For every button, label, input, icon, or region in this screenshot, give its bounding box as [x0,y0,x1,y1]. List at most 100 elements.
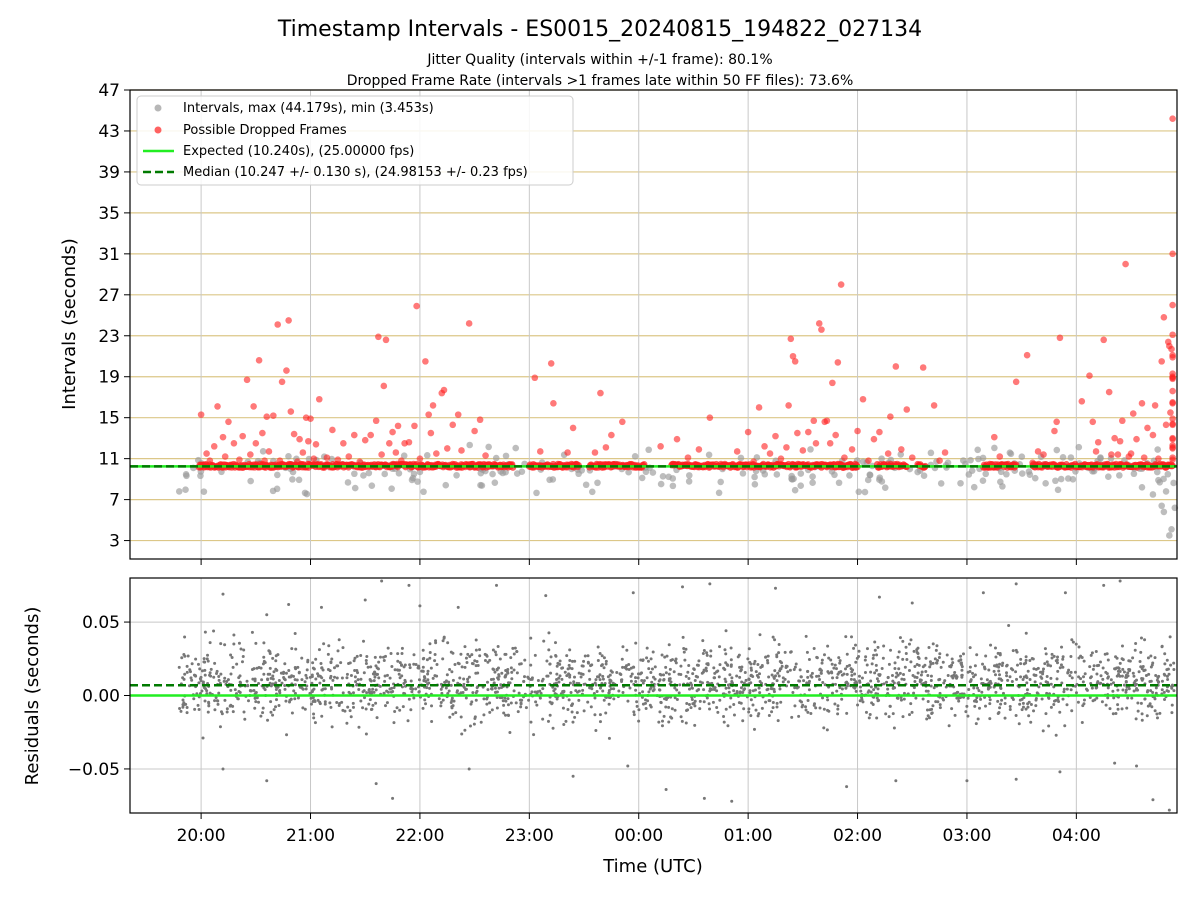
dropped-frame-point [783,444,790,451]
residual-point [701,652,705,656]
residual-point [439,704,443,708]
dropped-frame-point [1029,459,1036,467]
residual-point [1032,667,1036,671]
residual-point [328,701,332,705]
residual-point [408,663,412,667]
residual-point [1026,705,1030,709]
residual-point [1027,714,1031,718]
residual-point [547,631,551,635]
interval-point [1149,491,1157,498]
residual-point [450,696,454,700]
dropped-frame-point [1169,442,1176,449]
residual-point [921,665,925,669]
dropped-frame-point [569,424,577,432]
residual-point [1095,696,1099,700]
residual-point [198,691,202,695]
residual-point [1131,671,1135,675]
residual-point [541,717,545,721]
dropped-frame-point [919,364,927,371]
residual-point [1066,670,1070,674]
residual-point [665,654,669,658]
residual-point [728,673,732,677]
dropped-frame-point [1108,451,1115,458]
dropped-frame-point [250,403,257,410]
interval-point [1054,486,1062,494]
residual-point [468,724,472,728]
dropped-frame-point [270,412,277,419]
residual-point [424,679,428,683]
residual-point [474,638,478,642]
residual-point [478,648,482,652]
interval-point [533,489,540,497]
residual-point [901,639,905,643]
residual-point [945,653,949,657]
residual-point [673,708,677,712]
residual-point [177,665,181,669]
residual-point [835,689,839,693]
residual-point [674,657,678,661]
dropped-frame-point [791,358,799,365]
dropped-frame-point [794,429,801,437]
residual-point [924,656,928,660]
dropped-frame-point [1158,358,1165,365]
residual-point [747,677,751,681]
dropped-frame-point [761,443,768,450]
residual-point [1111,681,1115,685]
residual-point [375,716,379,720]
residual-point [1049,705,1053,709]
residual-point [594,678,598,682]
residual-point [536,678,540,682]
residual-point [802,679,806,683]
residual-point [312,712,316,716]
residual-point [1080,721,1084,725]
dropped-frame-point [263,413,271,420]
residual-point [421,657,425,661]
residual-point [693,678,697,682]
residual-point [506,668,510,672]
residual-outlier-point [1014,582,1018,586]
residual-point [987,668,991,672]
dropped-frame-point [382,336,390,344]
residual-point [567,698,571,702]
residual-point [568,681,572,685]
residual-point [891,712,895,716]
residual-point [1045,674,1049,678]
residual-point [1049,664,1053,668]
dropped-frame-point [294,458,301,466]
residual-point [382,655,386,659]
residual-point [402,665,406,669]
residual-point [653,665,657,669]
residual-point [313,721,317,725]
residual-point [950,657,954,661]
residual-point [760,681,764,685]
residual-point [875,716,879,720]
residual-point [317,674,321,678]
residual-point [1024,631,1028,635]
residual-point [393,709,397,713]
residual-point [582,659,586,663]
x-tick-label: 03:00 [942,826,991,846]
residual-point [466,652,470,656]
dropped-frame-point [766,450,774,457]
residual-point [800,700,804,704]
residual-point [319,662,323,666]
residual-point [305,684,309,688]
residual-point [595,689,599,693]
residual-point [351,701,355,705]
residual-point [452,699,456,703]
residual-outlier-point [1113,761,1117,765]
dropped-frame-point [787,335,795,343]
residual-point [994,690,998,694]
residual-point [621,645,625,649]
residual-point [1098,660,1102,664]
residual-point [806,710,810,714]
residual-point [815,655,819,659]
residual-point [865,663,869,667]
residual-point [353,656,357,660]
dropped-frame-point [898,446,905,453]
residual-point [711,700,715,704]
residual-point [777,651,781,655]
dropped-frame-point [471,427,478,435]
residual-point [372,690,376,694]
interval-point [1018,470,1026,477]
